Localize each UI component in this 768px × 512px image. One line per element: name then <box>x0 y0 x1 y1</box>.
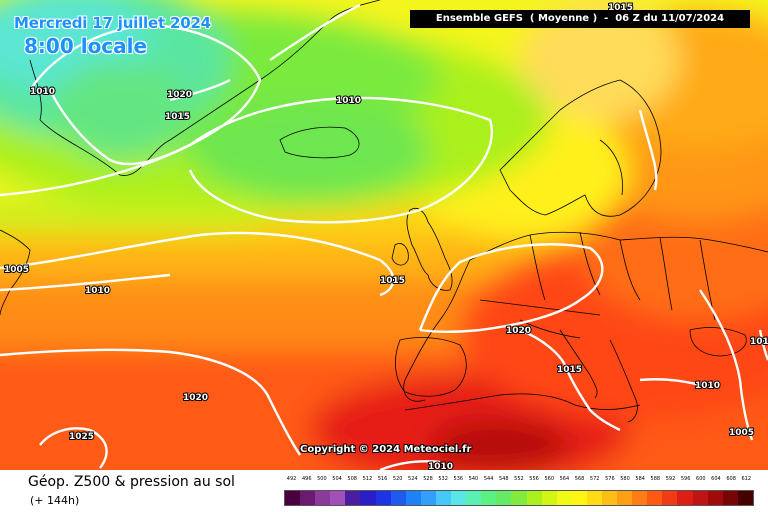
isobar-label: 1015 <box>380 276 405 286</box>
legend-swatch <box>511 491 527 505</box>
map-footer: Géop. Z500 & pression au sol (+ 144h) 49… <box>0 470 768 512</box>
legend-label: 556 <box>529 476 539 482</box>
isobar-label: 1010 <box>695 381 720 391</box>
legend-swatch <box>632 491 648 505</box>
legend-swatch <box>330 491 346 505</box>
legend-swatch <box>300 491 316 505</box>
legend-label: 588 <box>650 476 661 482</box>
legend-label: 508 <box>347 476 357 482</box>
isobar-label: 1010 <box>750 337 768 347</box>
legend-label: 596 <box>680 476 691 482</box>
legend-swatch <box>526 491 542 505</box>
legend-label: 564 <box>559 476 570 482</box>
coastlines <box>0 0 768 423</box>
isobar-label: 1010 <box>30 87 55 97</box>
legend-label: 592 <box>665 476 676 482</box>
legend-label: 560 <box>544 476 554 482</box>
legend-label: 512 <box>362 476 373 482</box>
legend-swatch <box>360 491 376 505</box>
isobar-label: 1015 <box>165 112 190 122</box>
legend-label: 580 <box>620 476 630 482</box>
legend-swatch <box>375 491 391 505</box>
geopotential-map: 1015 1010 1020 1015 1010 1005 1010 1015 … <box>0 0 768 470</box>
isobar-label: 1010 <box>428 462 453 470</box>
legend-label: 532 <box>438 476 448 482</box>
lead-time-label: (+ 144h) <box>30 494 80 507</box>
legend-label: 544 <box>483 476 494 482</box>
legend-label: 524 <box>408 476 418 482</box>
legend-label: 552 <box>514 476 524 482</box>
legend-label: 600 <box>696 476 706 482</box>
legend-label: 572 <box>589 476 600 482</box>
legend-swatch <box>617 491 633 505</box>
legend-swatch <box>315 491 331 505</box>
legend-swatch <box>451 491 467 505</box>
isobar-labels: 1015 1010 1020 1015 1010 1005 1010 1015 … <box>3 2 768 470</box>
isobar-label: 1010 <box>336 96 361 106</box>
legend-label: 516 <box>377 476 388 482</box>
legend-swatch <box>285 491 301 505</box>
legend-swatch <box>601 491 618 505</box>
isobar-label: 1025 <box>69 432 94 442</box>
legend-label: 612 <box>741 476 752 482</box>
legend-swatch <box>647 491 663 505</box>
legend-label: 520 <box>392 476 403 482</box>
legend-label: 540 <box>468 476 479 482</box>
legend-swatch <box>707 491 723 505</box>
legend-label: 528 <box>423 476 433 482</box>
legend-label: 608 <box>726 476 736 482</box>
legend-swatch <box>571 491 587 505</box>
legend-swatch <box>586 491 602 505</box>
legend-swatch <box>541 491 557 505</box>
isobar-label: 1020 <box>183 393 208 403</box>
legend-labels: 492 496 500 504 508 512 516 520 524 528 532 536 540 5… <box>284 476 754 486</box>
legend-label: 496 <box>301 476 312 482</box>
legend-swatch <box>556 491 572 505</box>
legend-label: 584 <box>635 476 645 482</box>
legend-label: 536 <box>453 476 464 482</box>
legend-swatch <box>737 491 753 505</box>
legend-swatch <box>496 491 512 505</box>
legend-label: 576 <box>605 476 615 482</box>
isobar-label: 1010 <box>85 286 110 296</box>
legend-swatch <box>345 491 361 505</box>
isobar-label: 1005 <box>4 265 29 275</box>
legend-swatch <box>662 491 678 505</box>
legend-label: 500 <box>317 476 327 482</box>
isobar-label: 1005 <box>729 428 754 438</box>
isobar-label: 1020 <box>506 326 531 336</box>
copyright-notice: Copyright © 2024 Meteociel.fr <box>300 444 472 455</box>
forecast-date: Mercredi 17 juillet 2024 <box>14 14 211 32</box>
legend-swatch <box>677 491 693 505</box>
legend-label: 492 <box>286 476 297 482</box>
isobar-label: 1020 <box>167 90 192 100</box>
isobar-label: 1015 <box>557 365 582 375</box>
legend-swatch <box>466 491 482 505</box>
legend-swatch <box>481 491 497 505</box>
parameter-title: Géop. Z500 & pression au sol <box>28 474 235 490</box>
color-scale-legend: 492 496 500 504 508 512 516 520 524 528 532 536 540 5… <box>284 476 754 510</box>
legend-label: 504 <box>332 476 342 482</box>
map-area: 1015 1010 1020 1015 1010 1005 1010 1015 … <box>0 0 768 470</box>
legend-label: 604 <box>711 476 721 482</box>
model-run-banner: Ensemble GEFS ( Moyenne ) - 06 Z du 11/0… <box>410 10 750 28</box>
legend-swatch <box>722 491 738 505</box>
legend-label: 548 <box>498 476 509 482</box>
legend-swatches <box>284 490 754 506</box>
z500-color-field <box>0 0 768 470</box>
forecast-time: 8:00 locale <box>24 34 148 58</box>
legend-label: 568 <box>574 476 585 482</box>
legend-swatch <box>692 491 708 505</box>
legend-swatch <box>435 491 452 505</box>
legend-swatch <box>390 491 406 505</box>
legend-swatch <box>405 491 421 505</box>
isobars <box>0 3 768 470</box>
legend-swatch <box>420 491 436 505</box>
